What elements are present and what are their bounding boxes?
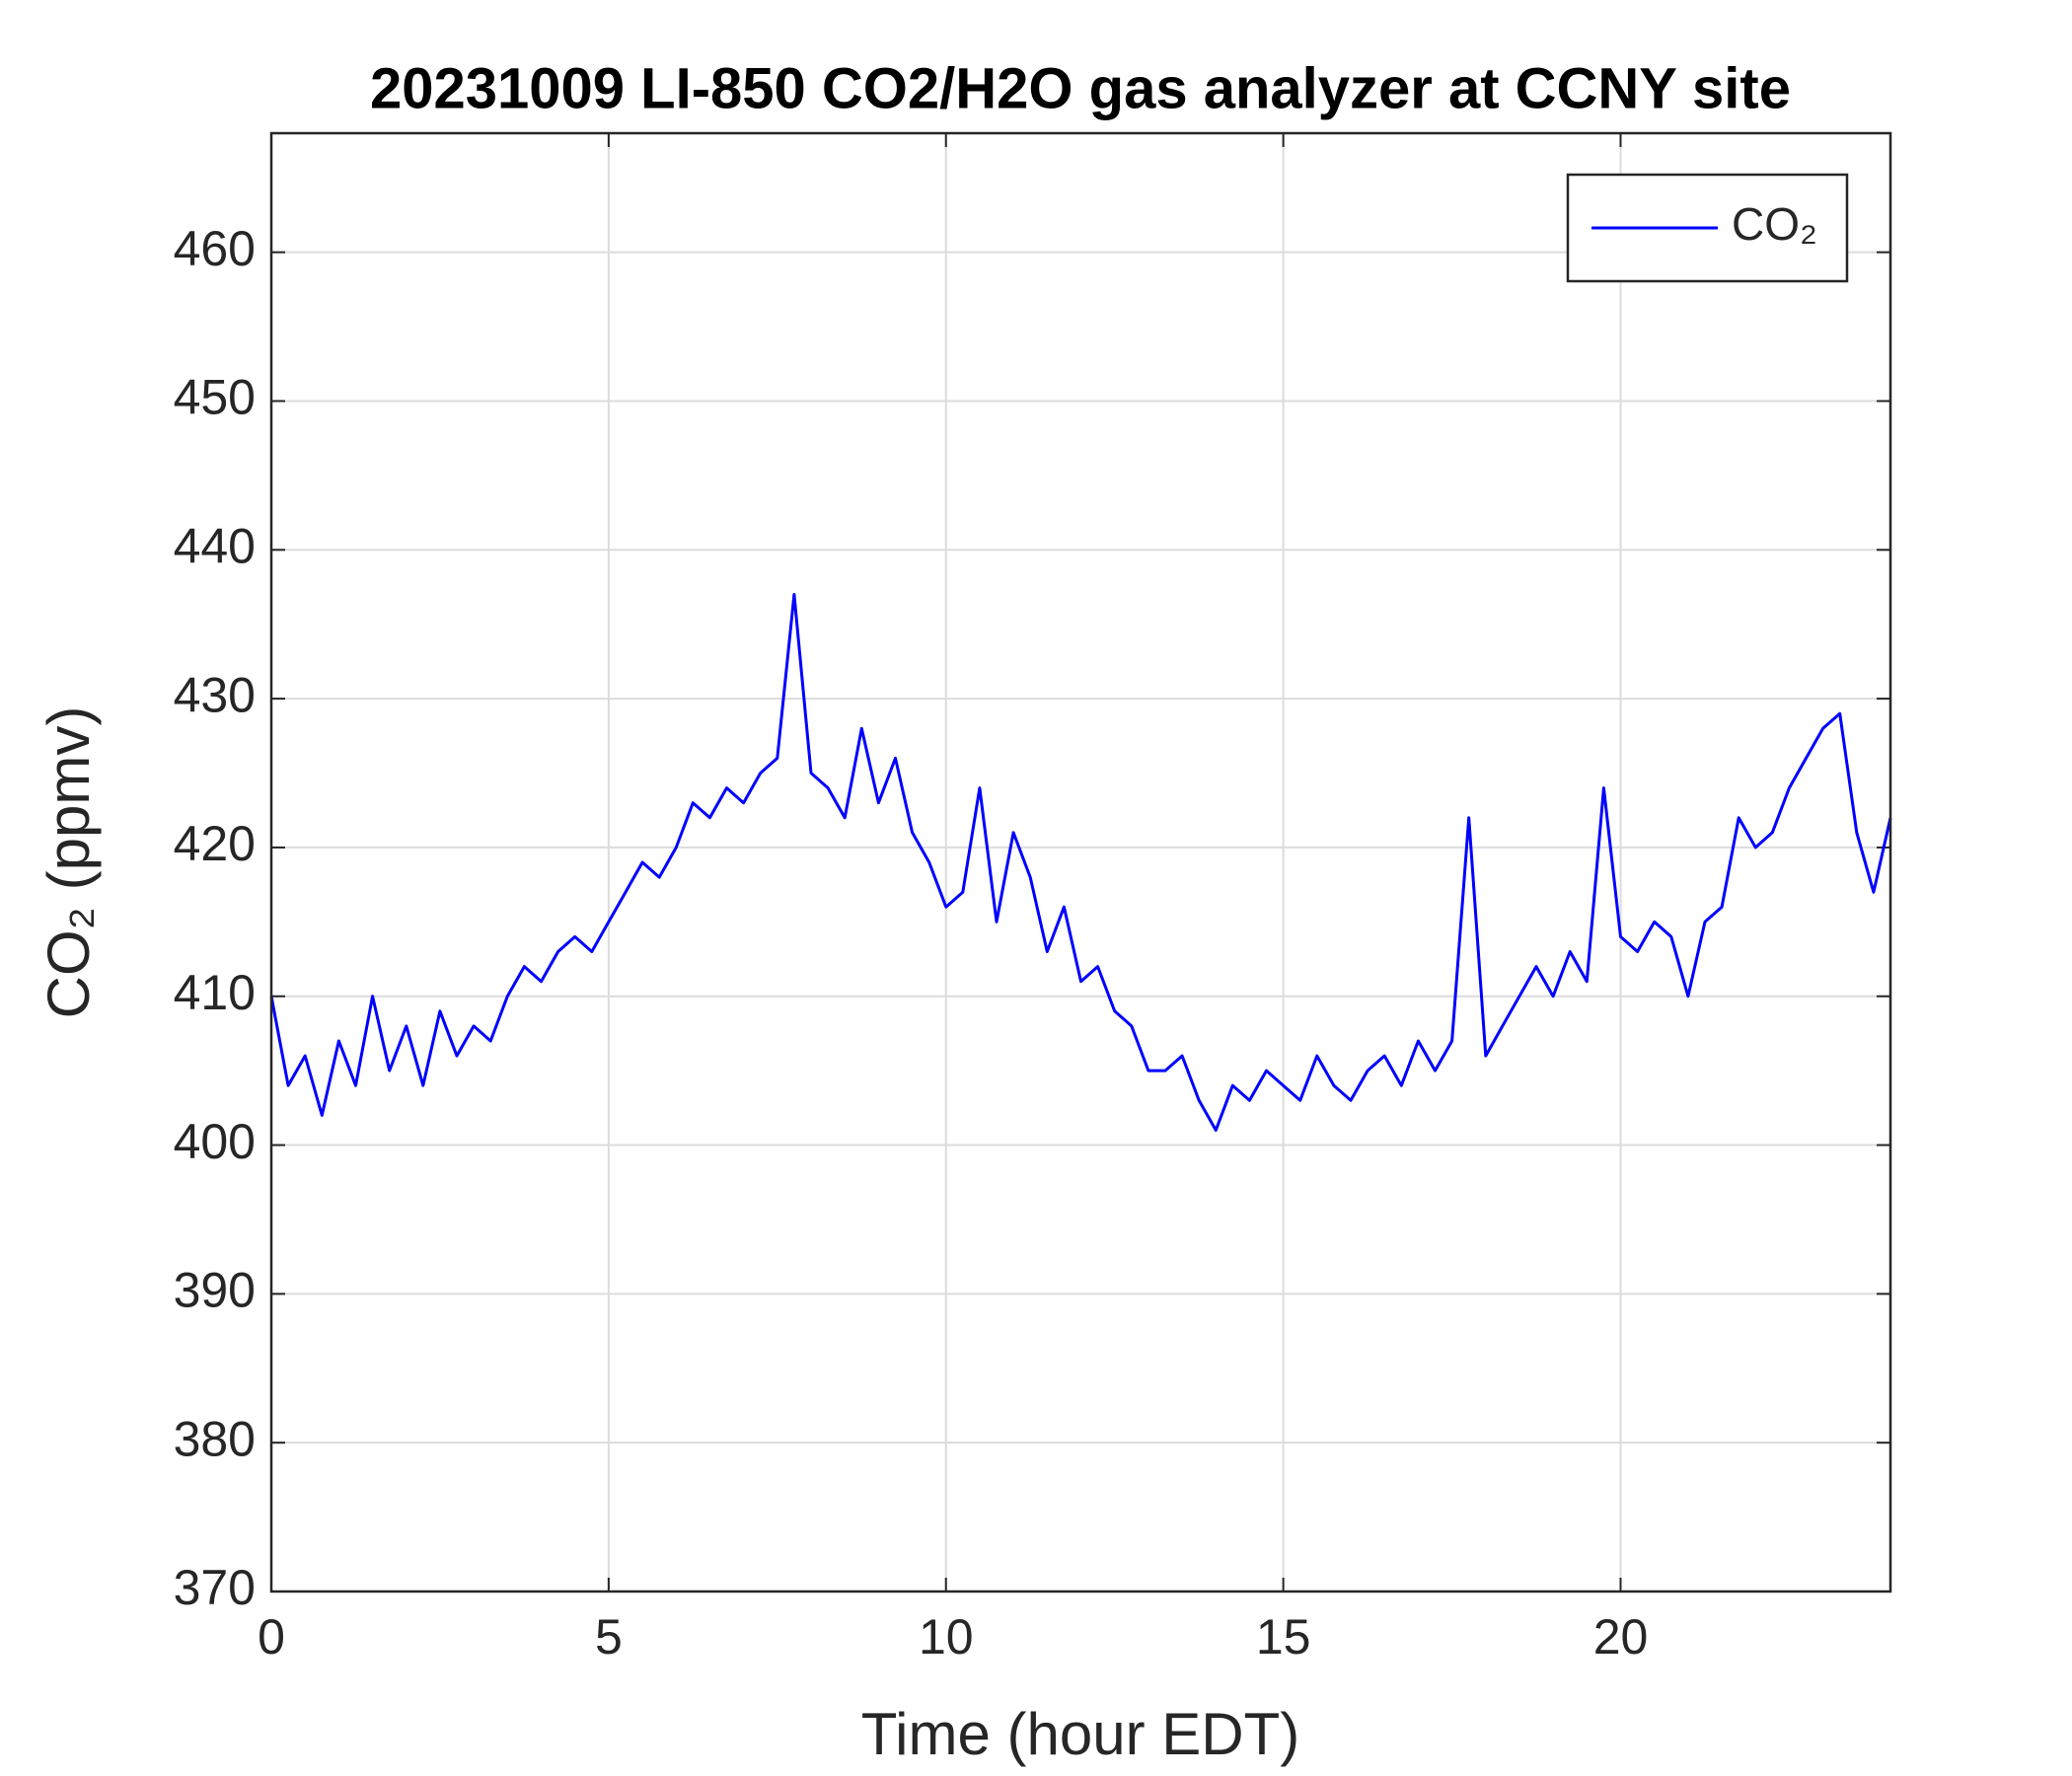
x-tick-label: 15 <box>1256 1609 1311 1665</box>
chart-title: 20231009 LI-850 CO2/H2O gas analyzer at … <box>370 56 1791 120</box>
x-axis-label: Time (hour EDT) <box>861 1701 1300 1767</box>
y-tick-label: 380 <box>174 1411 256 1466</box>
y-tick-label: 390 <box>174 1263 256 1318</box>
y-tick-label: 420 <box>174 816 256 871</box>
x-tick-label: 20 <box>1593 1609 1649 1665</box>
y-tick-label: 440 <box>174 518 256 573</box>
y-tick-label: 430 <box>174 667 256 722</box>
x-tick-label: 5 <box>595 1609 623 1665</box>
y-tick-label: 460 <box>174 221 256 276</box>
data-line <box>269 593 1892 1132</box>
y-tick-label: 370 <box>174 1560 256 1615</box>
plot-frame <box>269 131 1892 1593</box>
legend-label: CO₂ <box>1732 198 1817 250</box>
y-tick-label: 410 <box>174 965 256 1020</box>
y-tick-label: 450 <box>174 370 256 425</box>
x-tick-label: 10 <box>919 1609 974 1665</box>
y-axis-label: CO₂ (ppmv) <box>36 706 102 1019</box>
y-tick-label: 400 <box>174 1114 256 1169</box>
x-tick-label: 0 <box>258 1609 285 1665</box>
